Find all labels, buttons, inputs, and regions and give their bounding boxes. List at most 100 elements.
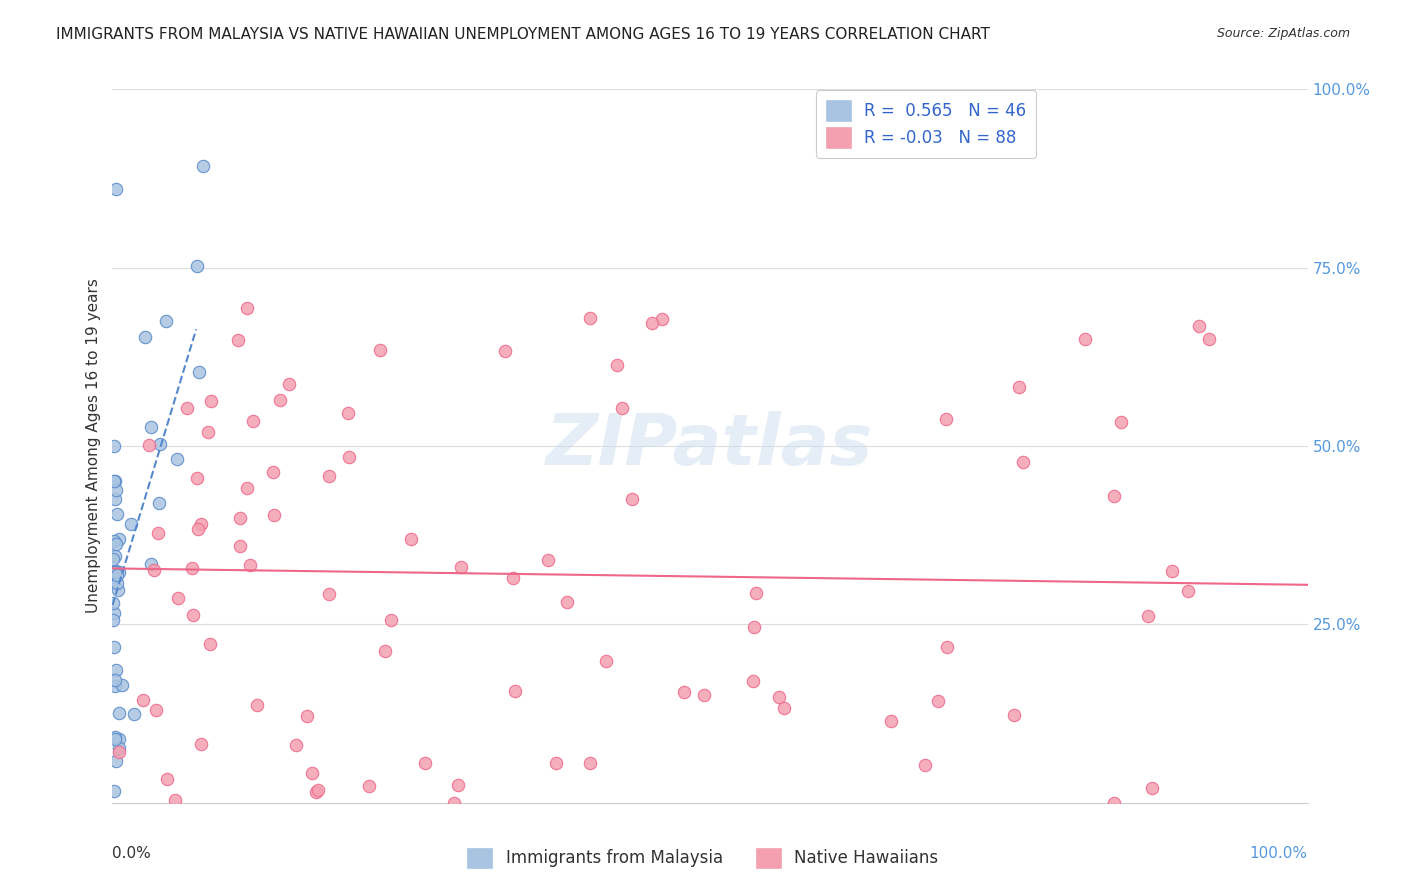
Point <box>610 401 633 416</box>
Point <box>156 772 179 787</box>
Point <box>142 563 165 577</box>
Point <box>104 673 127 687</box>
Point <box>620 492 643 507</box>
Point <box>105 576 128 591</box>
Point <box>200 637 222 651</box>
Point <box>101 596 124 610</box>
Point <box>773 701 796 715</box>
Point <box>374 644 396 658</box>
Point <box>107 741 129 756</box>
Point <box>103 640 125 655</box>
Point <box>139 420 162 434</box>
Point <box>263 508 285 522</box>
Point <box>193 159 215 173</box>
Point <box>104 679 127 693</box>
Point <box>167 591 190 606</box>
Point <box>285 738 308 752</box>
Point <box>399 532 422 546</box>
Point <box>380 613 402 627</box>
Point <box>228 539 250 553</box>
Point <box>183 607 205 622</box>
Point <box>110 678 132 692</box>
Point <box>148 496 170 510</box>
Point <box>108 745 131 759</box>
Point <box>301 766 323 780</box>
Text: 0.0%: 0.0% <box>112 846 152 861</box>
Point <box>107 732 129 747</box>
Point <box>122 707 145 722</box>
Point <box>1198 332 1220 346</box>
Point <box>239 558 262 572</box>
Point <box>768 690 790 704</box>
Point <box>318 587 340 601</box>
Point <box>1161 564 1184 578</box>
Point <box>295 708 318 723</box>
Point <box>1140 780 1163 795</box>
Point <box>450 559 472 574</box>
Point <box>236 481 259 495</box>
Point <box>104 549 127 563</box>
Point <box>103 552 125 566</box>
Point <box>145 703 167 717</box>
Legend: Immigrants from Malaysia, Native Hawaiians: Immigrants from Malaysia, Native Hawaiia… <box>461 841 945 875</box>
Point <box>1137 609 1160 624</box>
Point <box>134 329 156 343</box>
Point <box>742 620 765 634</box>
Point <box>190 737 212 751</box>
Point <box>307 783 329 797</box>
Point <box>104 565 127 579</box>
Point <box>305 785 328 799</box>
Point <box>880 714 903 729</box>
Point <box>103 474 125 488</box>
Point <box>197 425 219 440</box>
Y-axis label: Unemployment Among Ages 16 to 19 years: Unemployment Among Ages 16 to 19 years <box>86 278 101 614</box>
Point <box>132 693 155 707</box>
Point <box>1188 319 1211 334</box>
Point <box>744 586 766 600</box>
Point <box>104 536 127 550</box>
Point <box>935 640 957 654</box>
Point <box>537 553 560 567</box>
Point <box>226 333 249 347</box>
Point <box>318 469 340 483</box>
Point <box>105 483 128 497</box>
Point <box>337 450 360 465</box>
Point <box>104 732 127 747</box>
Point <box>105 567 128 582</box>
Point <box>651 311 673 326</box>
Point <box>229 511 252 525</box>
Point <box>103 569 125 583</box>
Point <box>555 595 578 609</box>
Point <box>606 358 628 372</box>
Text: IMMIGRANTS FROM MALAYSIA VS NATIVE HAWAIIAN UNEMPLOYMENT AMONG AGES 16 TO 19 YEA: IMMIGRANTS FROM MALAYSIA VS NATIVE HAWAI… <box>56 27 990 42</box>
Point <box>186 260 208 274</box>
Point <box>104 663 127 677</box>
Point <box>108 565 131 579</box>
Point <box>505 684 527 698</box>
Point <box>103 607 125 621</box>
Point <box>187 522 209 536</box>
Point <box>269 393 291 408</box>
Point <box>103 533 125 548</box>
Text: Source: ZipAtlas.com: Source: ZipAtlas.com <box>1216 27 1350 40</box>
Text: 100.0%: 100.0% <box>1250 846 1308 861</box>
Point <box>914 757 936 772</box>
Point <box>927 694 949 708</box>
Point <box>579 310 602 325</box>
Point <box>138 438 160 452</box>
Point <box>104 730 127 744</box>
Point <box>1073 332 1095 346</box>
Point <box>103 439 125 453</box>
Point <box>242 414 264 428</box>
Point <box>186 471 208 485</box>
Point <box>1104 796 1126 810</box>
Point <box>107 706 129 720</box>
Point <box>155 313 177 327</box>
Point <box>105 507 128 521</box>
Point <box>673 685 696 699</box>
Point <box>544 756 567 770</box>
Point <box>443 796 465 810</box>
Point <box>693 688 716 702</box>
Point <box>101 613 124 627</box>
Point <box>200 394 222 409</box>
